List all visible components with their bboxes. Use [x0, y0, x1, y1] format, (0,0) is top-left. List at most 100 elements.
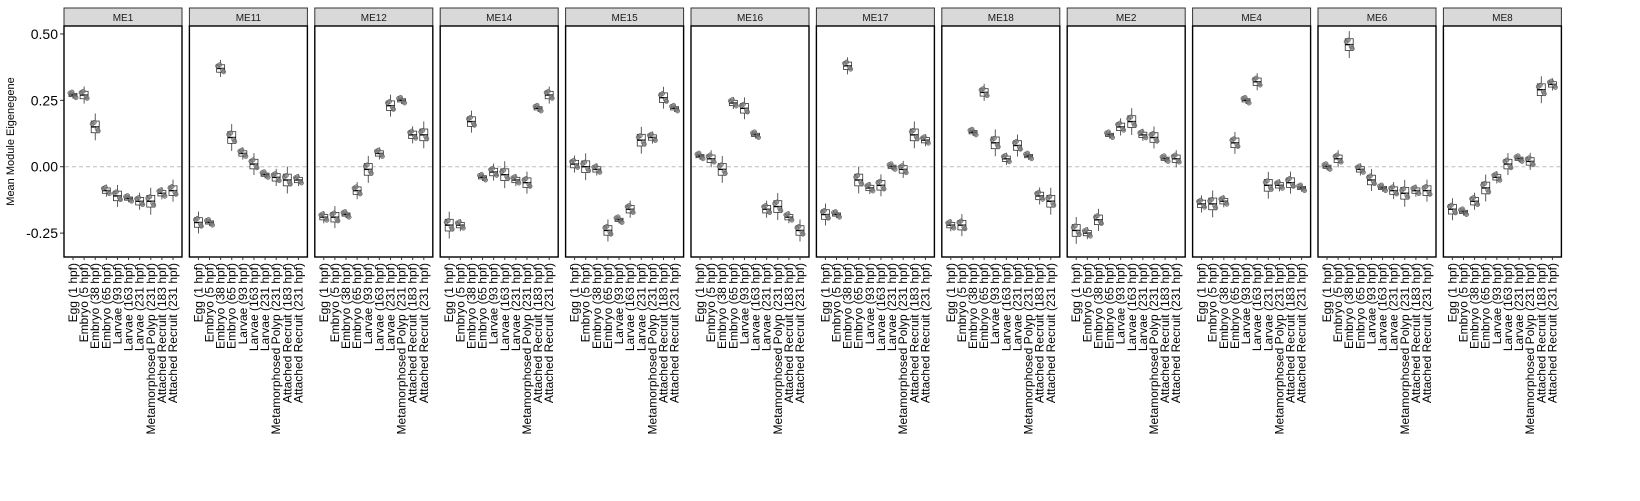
data-point — [962, 226, 968, 232]
data-point — [276, 178, 282, 184]
data-point — [700, 156, 706, 162]
x-tick-label: Egg (1 hpf) — [1069, 263, 1083, 322]
facet-panel-me1: ME1 Egg (1 hpf)Embryo (5 hpf)Embryo (38 h… — [63, 7, 183, 434]
data-point — [250, 157, 256, 163]
data-point — [995, 144, 1001, 150]
x-tick-label: Larvae (231 hpf) — [1136, 263, 1150, 351]
x-tick-label: Larvae (93 hpf) — [737, 263, 751, 344]
data-point — [512, 174, 518, 180]
data-point — [534, 102, 540, 108]
data-point — [1460, 206, 1465, 212]
data-point — [320, 211, 326, 217]
data-point — [774, 199, 780, 205]
data-point — [445, 218, 451, 224]
x-tick-label: Embryo (38 hpf) — [966, 263, 980, 349]
data-point — [210, 222, 215, 228]
x-tick-label: Larvae (163 hpf) — [372, 263, 386, 351]
data-point — [232, 139, 238, 144]
x-tick-label: Larvae (93 hpf) — [1239, 263, 1253, 344]
data-point — [346, 214, 352, 220]
x-tick-label: Embryo (65 hpf) — [1479, 263, 1493, 349]
x-tick-label: Embryo (65 hpf) — [726, 263, 740, 349]
data-point — [756, 135, 762, 140]
data-point — [660, 91, 665, 97]
data-point — [833, 209, 838, 215]
data-point — [375, 147, 381, 153]
x-tick-label: Larvae (93 hpf) — [1114, 263, 1128, 344]
data-point — [722, 170, 728, 176]
x-tick-label: Embryo (5 hpf) — [1331, 263, 1345, 342]
data-point — [951, 225, 957, 231]
data-point — [796, 223, 802, 229]
data-point — [494, 172, 500, 178]
x-tick-label: Metamorphosed Polyp (231 hpf) — [269, 263, 283, 434]
x-tick-label: Larvae (231 hpf) — [383, 263, 397, 351]
data-point — [1541, 91, 1547, 97]
data-point — [958, 218, 964, 224]
x-tick-label: Egg (1 hpf) — [818, 263, 832, 322]
data-point — [129, 198, 135, 204]
x-tick-label: Attached Recruit (231 hpf) — [668, 263, 682, 403]
x-tick-label: Embryo (38 hpf) — [841, 263, 855, 349]
data-point — [424, 136, 430, 142]
x-tick-label: Embryo (65 hpf) — [1353, 263, 1367, 349]
data-point — [1279, 185, 1285, 191]
data-point — [1548, 78, 1554, 84]
data-point — [615, 214, 621, 220]
data-point — [1383, 188, 1389, 194]
facet-strip-label: ME14 — [486, 13, 513, 24]
data-point — [575, 164, 581, 170]
data-point — [608, 231, 614, 237]
data-point — [903, 170, 909, 176]
x-tick-label: Larvae (163 hpf) — [498, 263, 512, 351]
data-point — [947, 219, 953, 225]
x-tick-label: Larvae (163 hpf) — [1376, 263, 1390, 351]
data-point — [467, 115, 473, 120]
facet-strip-label: ME17 — [862, 13, 889, 24]
x-tick-label: Larvae (163 hpf) — [1125, 263, 1139, 351]
x-tick-label: Embryo (65 hpf) — [852, 263, 866, 349]
x-tick-label: Embryo (65 hpf) — [601, 263, 615, 349]
data-point — [261, 169, 267, 175]
x-tick-label: Larvae (163 hpf) — [623, 263, 637, 351]
data-point — [767, 210, 773, 215]
facet-panel-me8: ME8 Egg (1 hpf)Embryo (5 hpf)Embryo (38 h… — [1442, 7, 1563, 434]
data-point — [357, 191, 363, 197]
data-point — [1423, 184, 1429, 189]
data-point — [848, 66, 854, 72]
data-point — [1486, 189, 1492, 195]
data-point — [763, 203, 769, 208]
data-point — [479, 171, 484, 177]
panel-frame — [564, 25, 685, 258]
data-point — [1530, 162, 1536, 168]
data-point — [1390, 184, 1396, 190]
data-point — [1508, 165, 1514, 171]
facet-strip-label: ME4 — [1241, 13, 1262, 24]
data-point — [899, 163, 905, 169]
x-tick-label: Larvae (163 hpf) — [999, 263, 1013, 351]
data-point — [630, 210, 636, 215]
facet-panel-me16: ME16 Egg (1 hpf)Embryo (5 hpf)Embryo (38 … — [690, 7, 810, 434]
facet-panel-me12: ME12 Egg (1 hpf)Embryo (5 hpf)Embryo (38 … — [314, 7, 434, 434]
x-tick-label: Larvae (163 hpf) — [247, 263, 261, 351]
data-point — [914, 136, 920, 142]
x-tick-label: Embryo (65 hpf) — [99, 263, 113, 349]
data-point — [1110, 135, 1115, 140]
data-point — [1448, 202, 1454, 208]
data-point — [449, 226, 455, 232]
data-point — [162, 193, 168, 199]
x-tick-label: Attached Recruit (183 hpf) — [531, 263, 545, 403]
data-point — [1106, 129, 1111, 135]
data-point — [582, 159, 588, 165]
data-point — [1349, 46, 1355, 52]
x-tick-label: Attached Recruit (231 hpf) — [793, 263, 807, 403]
x-tick-label: Egg (1 hpf) — [944, 263, 958, 322]
data-point — [1242, 94, 1248, 100]
data-point — [733, 103, 739, 109]
data-point — [456, 219, 462, 225]
data-point — [147, 194, 153, 200]
x-tick-label: Larvae (93 hpf) — [236, 263, 250, 344]
data-point — [364, 162, 370, 168]
x-tick-label: Embryo (5 hpf) — [955, 263, 969, 342]
data-point — [1338, 159, 1344, 165]
